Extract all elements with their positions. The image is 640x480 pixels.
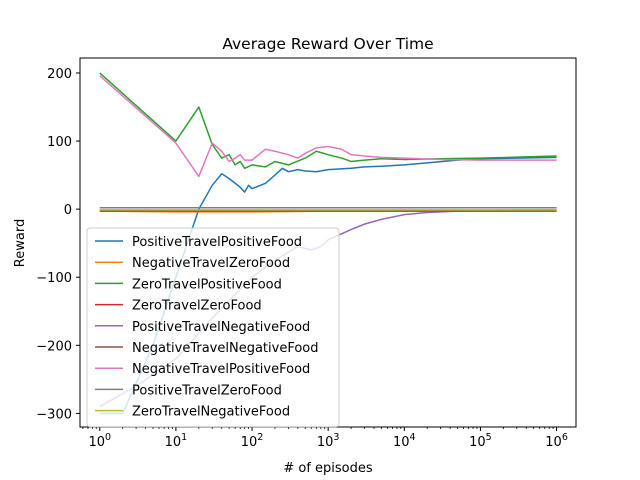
legend-label-2: ZeroTravelPositiveFood (132, 277, 282, 292)
tick-layer: 100 101 102 103 104 105 106 200 100 0 −100 −200 −300 (36, 67, 568, 450)
series-line-6 (99, 75, 557, 178)
y-tick-label: −200 (36, 339, 72, 354)
x-tick-label: 102 (241, 432, 264, 450)
x-tick-label: 105 (469, 432, 492, 450)
legend-label-7: PositiveTravelZeroFood (132, 383, 282, 398)
legend-label-3: ZeroTravelZeroFood (132, 299, 262, 314)
legend-box (86, 227, 340, 428)
x-tick-label: 106 (545, 432, 568, 450)
x-axis-label: # of episodes (283, 461, 373, 476)
x-tick-label: 101 (165, 432, 188, 450)
series-line-0 (99, 156, 557, 415)
y-axis-label: Reward (13, 219, 28, 267)
plot-area (99, 72, 557, 415)
legend: PositiveTravelPositiveFood NegativeTravel… (86, 227, 340, 428)
series-layer (99, 72, 557, 415)
y-tick-label: 100 (47, 135, 72, 150)
legend-label-1: NegativeTravelZeroFood (132, 256, 290, 271)
y-tick-label: 200 (47, 67, 72, 82)
y-tick-label: −100 (36, 271, 72, 286)
series-line-2 (99, 72, 557, 170)
y-tick-label: −300 (36, 407, 72, 422)
legend-label-0: PositiveTravelPositiveFood (132, 235, 302, 250)
x-tick-label: 104 (393, 432, 416, 450)
x-tick-label: 100 (88, 432, 111, 450)
chart-title: Average Reward Over Time (222, 35, 433, 53)
legend-label-5: NegativeTravelNegativeFood (132, 341, 319, 356)
legend-label-4: PositiveTravelNegativeFood (132, 320, 310, 335)
legend-label-8: ZeroTravelNegativeFood (132, 405, 290, 420)
x-tick-label: 103 (317, 432, 340, 450)
y-tick-label: 0 (64, 203, 72, 218)
legend-label-6: NegativeTravelPositiveFood (132, 362, 310, 377)
